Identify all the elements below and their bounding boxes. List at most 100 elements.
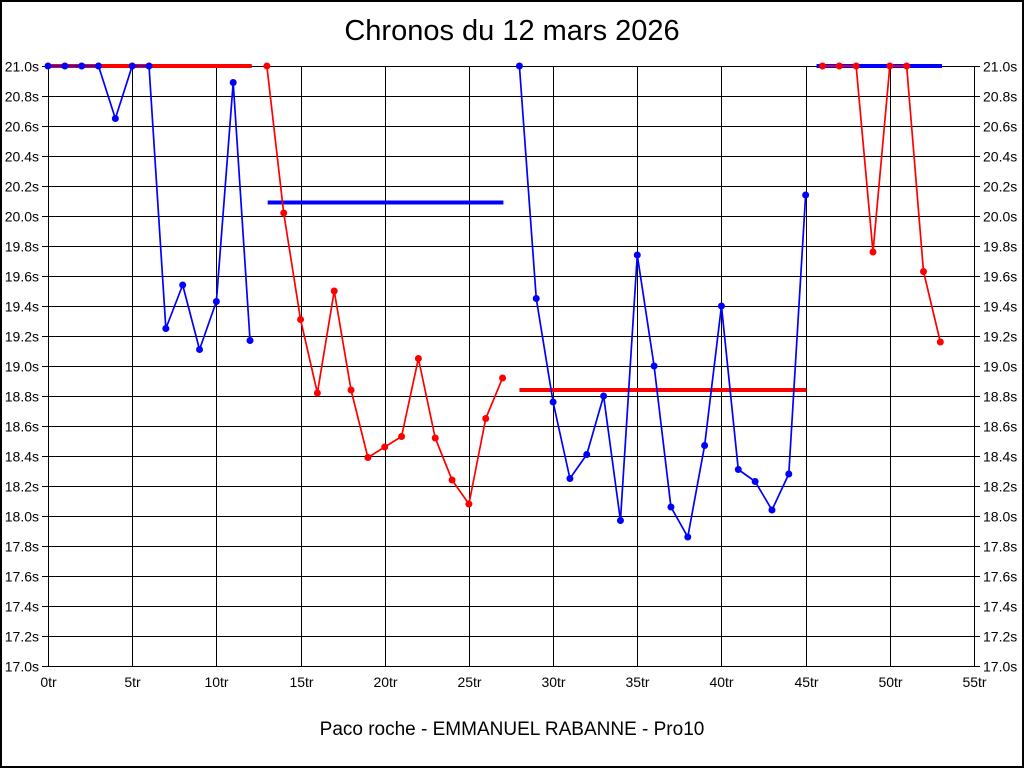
stint-4-red-point: [886, 62, 894, 70]
y-axis-label-left: 19.6s: [5, 269, 39, 285]
stint-1-blue-point: [196, 346, 204, 353]
stint-1-blue-point: [44, 62, 52, 70]
stint-3-blue-point: [566, 475, 574, 482]
stint-1-blue-point: [162, 325, 170, 332]
stint-3-blue-point: [684, 533, 692, 541]
stint-1-blue-point: [61, 62, 69, 70]
stint-1-blue-point: [128, 62, 136, 70]
x-axis-label: 35tr: [625, 674, 649, 690]
y-axis-label-right: 19.8s: [983, 239, 1017, 255]
stint-4-red-point: [818, 62, 826, 70]
y-axis-label-left: 20.0s: [5, 209, 39, 225]
y-axis-label-right: 19.6s: [983, 269, 1017, 285]
y-axis-label-right: 18.0s: [983, 509, 1017, 525]
y-axis-label-right: 17.4s: [983, 599, 1017, 615]
stint-1-blue-point: [145, 62, 153, 70]
stint-2-red-point: [313, 389, 321, 397]
y-axis-label-right: 20.0s: [983, 209, 1017, 225]
x-axis-label: 15tr: [289, 674, 313, 690]
x-axis-label: 45tr: [794, 674, 818, 690]
y-axis-label-right: 19.2s: [983, 329, 1017, 345]
y-axis-label-left: 18.6s: [5, 419, 39, 435]
stint-1-blue-point: [179, 281, 187, 289]
stint-4-red-point: [835, 62, 843, 70]
stint-4-red-point: [936, 338, 944, 346]
y-axis-label-left: 17.4s: [5, 599, 39, 615]
y-axis-label-left: 20.6s: [5, 119, 39, 135]
stint-2-red-point: [330, 287, 338, 295]
stint-3-blue-point: [532, 295, 540, 302]
y-axis-label-right: 17.2s: [983, 629, 1017, 645]
y-axis-label-right: 18.6s: [983, 419, 1017, 435]
y-axis-label-left: 17.2s: [5, 629, 39, 645]
stint-3-blue-point: [515, 62, 523, 70]
y-axis-label-left: 17.0s: [5, 659, 39, 675]
stint-3-blue-point: [583, 451, 591, 458]
y-axis-label-left: 18.2s: [5, 479, 39, 495]
stint-2-red-point: [448, 476, 456, 484]
y-axis-label-right: 20.8s: [983, 89, 1017, 105]
plot-frame: [48, 66, 975, 667]
stint-2-red-point: [263, 62, 271, 70]
stint-1-blue-point: [111, 115, 119, 122]
y-axis-label-right: 20.2s: [983, 179, 1017, 195]
x-axis-label: 5tr: [124, 674, 141, 690]
y-axis-label-right: 17.8s: [983, 539, 1017, 555]
y-axis-label-left: 19.0s: [5, 359, 39, 375]
stint-2-red-point: [297, 316, 305, 323]
y-axis-label-left: 18.8s: [5, 389, 39, 405]
stint-2-red-line: [266, 65, 504, 505]
stint-3-blue-point: [717, 302, 725, 310]
chart-title: Chronos du 12 mars 2026: [344, 15, 680, 47]
y-axis-label-right: 17.6s: [983, 569, 1017, 585]
x-axis-label: 0tr: [40, 674, 57, 690]
stint-1-blue-point: [78, 62, 86, 70]
y-axis-label-left: 20.4s: [5, 149, 39, 165]
stint-2-red-point: [398, 433, 406, 440]
stint-3-blue-line: [518, 65, 807, 538]
y-axis-label-right: 18.4s: [983, 449, 1017, 465]
stint-3-blue-point: [549, 398, 557, 406]
stint-3-blue-point: [600, 392, 608, 400]
chart-footer: Paco roche - EMMANUEL RABANNE - Pro10: [319, 719, 705, 740]
stint-3-blue-point: [667, 503, 675, 511]
y-axis-label-right: 18.8s: [983, 389, 1017, 405]
stint-3-blue-point: [751, 478, 759, 485]
stint-2-red-point: [381, 443, 389, 451]
y-axis-label-right: 20.4s: [983, 149, 1017, 165]
stint-3-blue-point: [633, 251, 641, 259]
y-axis-label-left: 17.8s: [5, 539, 39, 555]
stint-2-red-point: [482, 415, 490, 422]
stint-1-blue-point: [212, 298, 220, 305]
y-axis-label-right: 20.6s: [983, 119, 1017, 135]
stint-2-red-point: [280, 209, 288, 217]
stint-2-red-point: [431, 434, 439, 442]
stint-4-red-point: [919, 268, 927, 275]
stint-4-red-point: [903, 62, 911, 70]
y-axis-label-left: 18.0s: [5, 509, 39, 525]
y-axis-label-right: 17.0s: [983, 659, 1017, 675]
y-axis-label-left: 20.8s: [5, 89, 39, 105]
stint-2-red-point: [347, 386, 355, 394]
y-axis-label-right: 19.0s: [983, 359, 1017, 375]
y-axis-label-left: 20.2s: [5, 179, 39, 195]
x-axis-label: 50tr: [878, 674, 902, 690]
stint-1-blue-point: [229, 79, 237, 86]
stint-2-red-point: [364, 454, 372, 461]
stint-3-blue-point: [701, 442, 709, 449]
y-axis-label-left: 19.8s: [5, 239, 39, 255]
y-axis-label-right: 18.2s: [983, 479, 1017, 495]
y-axis-label-left: 21.0s: [5, 59, 39, 75]
stint-2-red-point: [499, 374, 507, 382]
stint-1-blue-point: [246, 337, 254, 344]
x-axis-label: 10tr: [204, 674, 228, 690]
stint-3-blue-point: [785, 470, 793, 478]
stint-3-blue-point: [768, 506, 776, 514]
stint-4-red-point: [869, 248, 877, 256]
y-axis-label-left: 19.2s: [5, 329, 39, 345]
x-axis-label: 40tr: [709, 674, 733, 690]
y-axis-label-right: 19.4s: [983, 299, 1017, 315]
